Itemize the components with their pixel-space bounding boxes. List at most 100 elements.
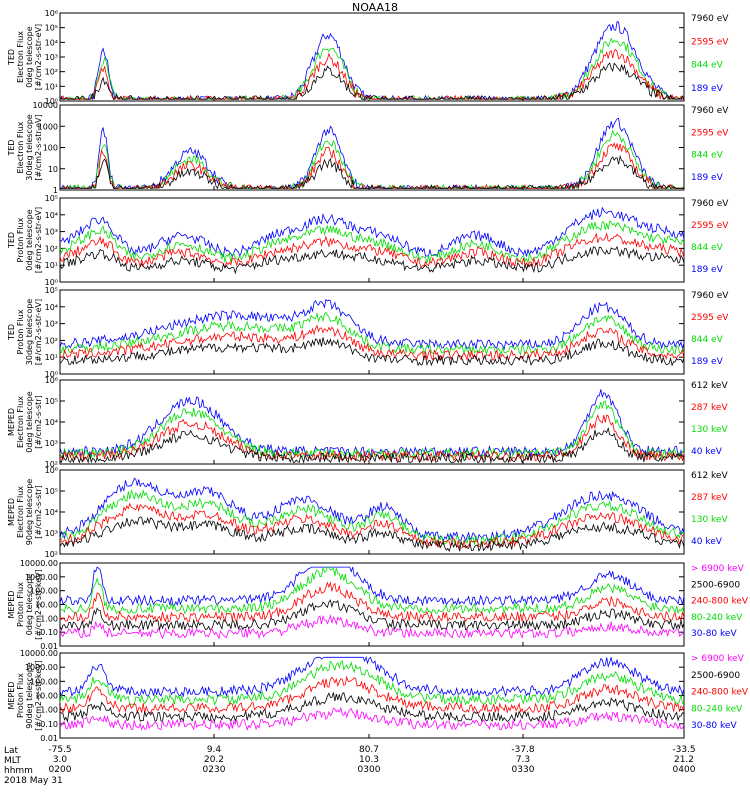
flux-trace — [59, 245, 685, 275]
legend-entry: 189 eV — [691, 173, 724, 183]
x-tick-mlt: 3.0 — [52, 755, 68, 765]
y-tick-label: 10⁴ — [45, 38, 58, 47]
y-axis-label: Electron Flux — [16, 396, 25, 448]
legend-entry: 844 eV — [691, 243, 724, 253]
flux-trace — [59, 516, 685, 553]
y-tick-label: 10⁴ — [45, 303, 58, 312]
legend-entry: 2500-6900 — [691, 580, 740, 590]
y-tick-label: 1000 — [38, 122, 58, 131]
flux-trace — [59, 232, 685, 269]
panel-frame — [59, 104, 685, 191]
y-axis-label: TED — [7, 324, 16, 341]
flux-trace — [59, 692, 685, 724]
flux-trace — [59, 566, 685, 607]
footer-lat-label: Lat — [4, 746, 19, 756]
legend-entry: 40 keV — [691, 447, 723, 457]
legend-entry: 240-800 keV — [691, 688, 749, 698]
legend-entry: 287 keV — [691, 493, 728, 503]
legend-entry: 30-80 keV — [691, 721, 737, 731]
y-tick-label: 10³ — [45, 320, 58, 329]
y-axis-label: [#/cm2-s-str-eV] — [34, 299, 43, 365]
y-tick-label: 10⁴ — [45, 418, 58, 427]
legend-entry: 844 eV — [691, 61, 724, 71]
y-tick-label: 10⁰ — [45, 97, 58, 106]
panel-frame — [59, 289, 685, 375]
y-tick-label: 10³ — [45, 53, 58, 62]
legend-entry: 612 keV — [691, 471, 728, 481]
legend-entry: 844 eV — [691, 151, 724, 161]
figure-title: NOAA18 — [351, 1, 399, 14]
legend-entry: 7960 eV — [691, 106, 729, 116]
y-tick-label: 10⁵ — [45, 286, 58, 295]
panel-7: 0.01 0.10 1.00 10.00 100.00 1000.00 10000.00 ME… — [7, 559, 749, 651]
flux-trace — [59, 566, 685, 615]
y-tick-label: 1000.00 — [25, 573, 58, 582]
y-axis-label: MEPED — [7, 682, 16, 710]
y-tick-label: 10² — [45, 68, 58, 77]
x-tick-lat: 80.7 — [358, 745, 380, 755]
x-tick-hhmm: 0330 — [511, 765, 535, 775]
y-tick-label: 10² — [45, 244, 58, 253]
y-axis-label: TED — [7, 139, 16, 156]
footer-hhmm-label: hhmm — [4, 766, 33, 776]
y-tick-label: 10² — [45, 550, 58, 559]
x-tick-lat: -75.5 — [48, 745, 72, 755]
panel-8: 0.01 0.10 1.00 10.00 100.00 1000.00 10000.00 ME… — [7, 649, 749, 743]
x-tick-lat: 9.4 — [206, 745, 222, 755]
y-tick-label: 100 — [43, 144, 58, 153]
y-axis-label: MEPED — [7, 498, 16, 526]
legend-entry: > 6900 keV — [691, 654, 745, 664]
y-tick-label: 10⁶ — [45, 9, 58, 18]
y-tick-label: 10³ — [45, 228, 58, 237]
flux-trace — [60, 142, 684, 190]
y-tick-label: 1000.00 — [25, 663, 58, 672]
panel-6: 10² 10³ 10⁴ 10⁵ 10⁶ MEPED Electron Flux 90deg t… — [7, 466, 728, 559]
legend-entry: 844 eV — [691, 335, 724, 345]
y-axis-label: 90deg telescope — [25, 662, 34, 729]
panel-2: 1 10 100 1000 10000 TED Electron Flux 30deg tel… — [7, 101, 729, 195]
flux-trace — [59, 502, 685, 549]
legend-entry: 240-800 keV — [691, 597, 749, 607]
legend-entry: 2595 eV — [691, 221, 729, 231]
flux-trace — [59, 660, 685, 706]
legend-entry: 612 keV — [691, 381, 728, 391]
legend-entry: 2595 eV — [691, 37, 729, 47]
legend-entry: 7960 eV — [691, 291, 729, 301]
legend-entry: 189 eV — [691, 357, 724, 367]
y-tick-label: 0.10 — [40, 720, 58, 729]
legend-entry: 189 eV — [691, 265, 724, 275]
y-axis-label: [#/cm2-s-str-keV] — [34, 660, 43, 731]
y-tick-label: 10⁴ — [45, 211, 58, 220]
x-tick-mlt: 7.3 — [515, 755, 531, 765]
flux-trace — [59, 599, 685, 632]
flux-trace — [59, 220, 685, 265]
legend-entry: 2595 eV — [691, 313, 729, 323]
flux-trace — [59, 426, 685, 464]
y-tick-label: 10¹ — [45, 82, 58, 91]
y-axis-label: 0deg telescope — [25, 574, 34, 635]
legend-entry: 7960 eV — [691, 199, 729, 209]
legend-entry: 287 keV — [691, 403, 728, 413]
y-tick-label: 100.00 — [30, 587, 58, 596]
x-tick-hhmm: 0200 — [48, 765, 72, 775]
panel-3: 10⁰ 10¹ 10² 10³ 10⁴ 10⁵ TED Proton Flux 0deg tel… — [7, 194, 729, 287]
y-axis-label: Proton Flux — [16, 582, 25, 627]
x-tick-lat: -37.8 — [511, 745, 535, 755]
y-axis-label: [#/cm2-s-str-eV] — [34, 24, 43, 90]
y-tick-label: 10⁰ — [45, 370, 58, 379]
y-axis-label: 0deg telescope — [25, 209, 34, 270]
y-axis-label: Proton Flux — [16, 309, 25, 354]
y-tick-label: 1 — [53, 186, 58, 195]
y-axis-label: TED — [7, 232, 16, 249]
flux-trace — [59, 706, 685, 731]
x-tick-mlt: 10.3 — [358, 755, 380, 765]
flux-trace — [59, 655, 685, 698]
flux-trace — [59, 324, 685, 362]
y-tick-label: 10.00 — [35, 692, 58, 701]
y-tick-label: 10⁴ — [45, 508, 58, 517]
y-tick-label: 100.00 — [30, 677, 58, 686]
flux-trace — [59, 675, 685, 714]
flux-trace — [59, 62, 685, 101]
y-tick-label: 0.01 — [40, 734, 58, 743]
